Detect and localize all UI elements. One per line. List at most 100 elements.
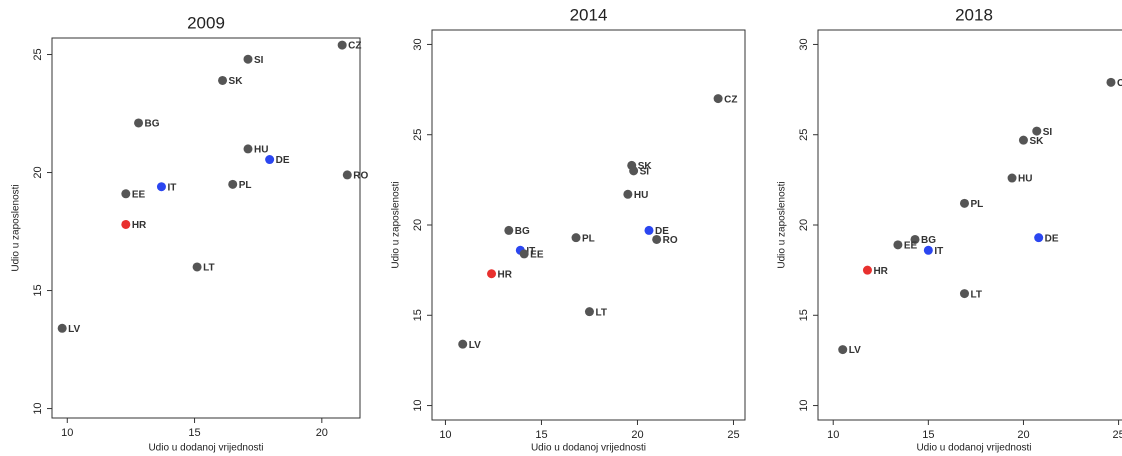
point-label: BG <box>921 235 936 246</box>
y-tick-label: 10 <box>412 399 424 411</box>
point-label: PL <box>239 180 252 191</box>
x-tick-label: 15 <box>922 429 934 441</box>
point <box>1007 173 1017 183</box>
point <box>342 170 352 180</box>
point <box>504 225 514 235</box>
point-label: RO <box>663 235 678 246</box>
point <box>1032 126 1042 136</box>
chart-title: 2018 <box>955 5 993 24</box>
point-label: CZ <box>1117 78 1122 89</box>
y-axis-label: Udio u zaposlenosti <box>777 181 788 268</box>
point-label: SI <box>640 166 650 177</box>
point-label: DE <box>655 226 669 237</box>
point <box>923 245 933 255</box>
x-tick-label: 25 <box>1112 429 1122 441</box>
y-tick-label: 10 <box>32 402 44 414</box>
point <box>571 233 581 243</box>
chart-title: 2014 <box>570 5 608 24</box>
point-label: HR <box>498 269 513 280</box>
y-tick-label: 30 <box>798 38 810 50</box>
plot-frame <box>51 37 361 419</box>
point <box>265 155 275 165</box>
point-label: EE <box>132 189 146 200</box>
point <box>519 249 529 259</box>
x-tick-label: 10 <box>61 427 73 439</box>
point-label: BG <box>515 226 530 237</box>
point-label: DE <box>1045 233 1059 244</box>
x-tick-label: 15 <box>188 427 200 439</box>
point <box>652 234 662 244</box>
point-label: LT <box>970 289 981 300</box>
point <box>121 189 131 199</box>
point-label: HU <box>634 190 648 201</box>
point-label: HU <box>254 145 268 156</box>
point <box>121 219 131 229</box>
point-label: EE <box>530 250 544 261</box>
point <box>893 240 903 250</box>
plot-frame <box>431 29 746 421</box>
x-tick-label: 20 <box>316 427 328 439</box>
point-label: PL <box>582 233 595 244</box>
point-label: BG <box>145 119 160 130</box>
point <box>959 198 969 208</box>
point-label: LT <box>595 307 606 318</box>
point <box>623 189 633 199</box>
y-axis-label: Udio u zaposlenosti <box>11 184 22 271</box>
point-label: SK <box>1029 136 1044 147</box>
point-label: IT <box>167 182 176 193</box>
point-label: LV <box>68 324 80 335</box>
point-label: HR <box>873 266 888 277</box>
y-tick-label: 20 <box>32 166 44 178</box>
point <box>192 262 202 272</box>
point-label: LT <box>203 263 214 274</box>
point <box>243 144 253 154</box>
point <box>228 179 238 189</box>
x-tick-label: 10 <box>439 429 451 441</box>
y-tick-label: 25 <box>412 129 424 141</box>
point <box>243 54 253 64</box>
point-label: HR <box>132 220 147 231</box>
point <box>487 269 497 279</box>
point-label: HU <box>1018 174 1032 185</box>
x-axis-label: Udio u dodanoj vrijednosti <box>531 443 646 454</box>
y-tick-label: 30 <box>412 38 424 50</box>
x-tick-label: 20 <box>1017 429 1029 441</box>
point-label: LV <box>469 340 481 351</box>
point-label: PL <box>970 199 983 210</box>
y-tick-label: 25 <box>798 129 810 141</box>
x-tick-label: 20 <box>631 429 643 441</box>
chart-title: 2009 <box>187 13 225 32</box>
point-label: RO <box>353 171 368 182</box>
point <box>838 345 848 355</box>
point <box>862 265 872 275</box>
point <box>713 94 723 104</box>
y-axis-label: Udio u zaposlenosti <box>391 181 402 268</box>
point-label: EE <box>904 241 918 252</box>
point-label: SK <box>229 76 244 87</box>
point <box>629 166 639 176</box>
x-axis-label: Udio u dodanoj vrijednosti <box>916 443 1031 454</box>
y-tick-label: 15 <box>412 309 424 321</box>
point-label: IT <box>934 246 943 257</box>
plot-frame <box>817 29 1122 421</box>
y-tick-label: 20 <box>798 219 810 231</box>
y-tick-label: 20 <box>412 219 424 231</box>
x-axis-label: Udio u dodanoj vrijednosti <box>148 443 263 454</box>
point <box>910 234 920 244</box>
point <box>959 289 969 299</box>
point-label: SI <box>1043 127 1053 138</box>
y-tick-label: 15 <box>32 284 44 296</box>
point <box>57 323 67 333</box>
y-tick-label: 25 <box>32 48 44 60</box>
point-label: SK <box>638 161 653 172</box>
point <box>1034 233 1044 243</box>
y-tick-label: 10 <box>798 399 810 411</box>
x-tick-label: 15 <box>535 429 547 441</box>
point-label: LV <box>849 345 861 356</box>
point-label: IT <box>526 246 535 257</box>
point-label: DE <box>276 155 290 166</box>
point <box>644 225 654 235</box>
point <box>156 182 166 192</box>
point-label: SI <box>254 55 264 66</box>
